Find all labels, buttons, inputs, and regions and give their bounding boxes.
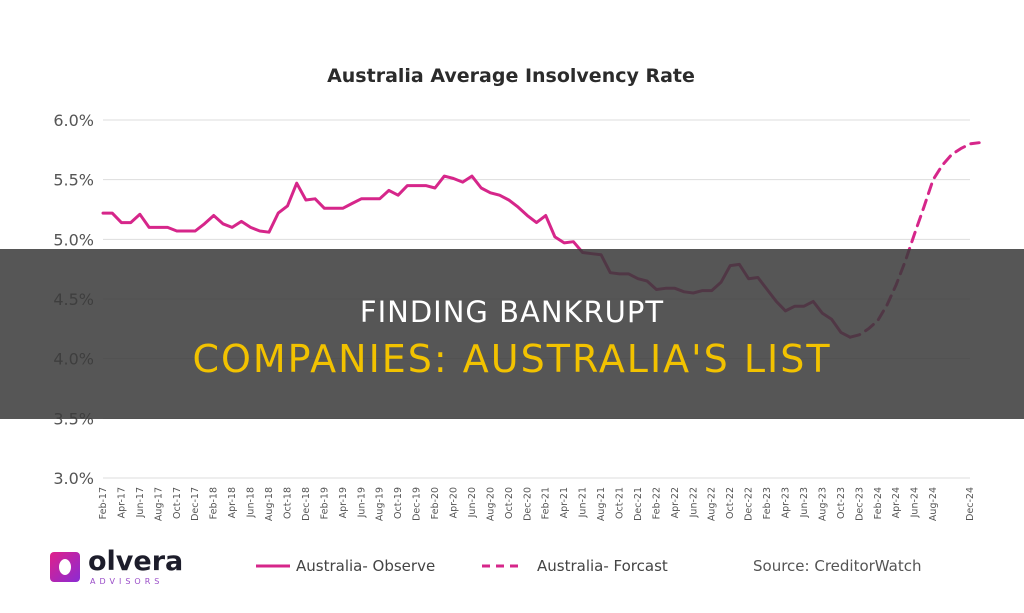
x-tick-label: Feb-19 — [319, 487, 330, 519]
x-tick-label: Feb-18 — [209, 487, 220, 519]
x-tick-label: Apr-21 — [559, 487, 570, 518]
x-tick-label: Dec-19 — [412, 487, 423, 521]
logo-mark-icon — [50, 552, 80, 582]
x-tick-label: Jun-19 — [356, 487, 367, 518]
x-tick-label: Apr-22 — [670, 487, 681, 518]
x-tick-label: Dec-24 — [965, 487, 976, 521]
x-tick-label: Aug-20 — [485, 487, 496, 521]
logo-subtitle: ADVISORS — [90, 577, 164, 586]
x-tick-label: Feb-17 — [98, 487, 109, 519]
x-tick-label: Jun-17 — [135, 487, 146, 518]
x-tick-label: Dec-17 — [190, 487, 201, 521]
olvera-logo: olvera ADVISORS — [50, 546, 210, 586]
x-tick-label: Apr-18 — [227, 487, 238, 518]
x-tick-label: Oct-22 — [725, 487, 736, 519]
x-tick-label: Apr-24 — [891, 487, 902, 518]
x-tick-label: Feb-21 — [541, 487, 552, 519]
title-banner — [0, 249, 1024, 419]
x-tick-label: Oct-17 — [172, 487, 183, 519]
x-tick-label: Apr-17 — [116, 487, 127, 518]
x-tick-label: Oct-21 — [615, 487, 626, 519]
x-tick-label: Dec-21 — [633, 487, 644, 521]
x-tick-label: Aug-17 — [153, 487, 164, 521]
source-note: Source: CreditorWatch — [753, 557, 922, 575]
x-tick-label: Oct-23 — [836, 487, 847, 519]
x-tick-label: Jun-23 — [799, 487, 810, 518]
x-tick-label: Aug-18 — [264, 487, 275, 521]
x-tick-label: Aug-24 — [928, 487, 939, 521]
x-tick-label: Aug-19 — [375, 487, 386, 521]
banner-title-line2: COMPANIES: AUSTRALIA'S LIST — [192, 337, 832, 381]
banner-title-line1: FINDING BANKRUPT — [359, 295, 665, 329]
x-axis-ticks: Feb-17 Apr-17 Jun-17 Aug-17 Oct-17 Dec-17 Feb-… — [98, 487, 976, 521]
y-tick-label: 6.0% — [53, 111, 94, 130]
x-tick-label: Apr-20 — [448, 487, 459, 518]
x-tick-label: Dec-22 — [744, 487, 755, 521]
legend-label-observe: Australia- Observe — [296, 557, 435, 575]
x-tick-label: Dec-18 — [301, 487, 312, 521]
x-tick-label: Jun-24 — [910, 487, 921, 518]
x-tick-label: Apr-23 — [781, 487, 792, 518]
x-tick-label: Feb-20 — [430, 487, 441, 519]
x-tick-label: Feb-24 — [873, 487, 884, 519]
y-tick-label: 3.0% — [53, 469, 94, 488]
chart-title: Australia Average Insolvency Rate — [327, 65, 695, 87]
x-tick-label: Jun-21 — [578, 487, 589, 518]
x-tick-label: Jun-18 — [246, 487, 257, 518]
x-tick-label: Aug-23 — [817, 487, 828, 521]
x-tick-label: Oct-18 — [282, 487, 293, 519]
legend: Australia- Observe Australia- Forcast — [256, 557, 668, 575]
x-tick-label: Jun-20 — [467, 487, 478, 518]
legend-label-forecast: Australia- Forcast — [537, 557, 668, 575]
x-tick-label: Oct-20 — [504, 487, 515, 519]
x-tick-label: Oct-19 — [393, 487, 404, 519]
x-tick-label: Aug-22 — [707, 487, 718, 521]
y-tick-label: 5.5% — [53, 171, 94, 190]
y-tick-label: 5.0% — [53, 230, 94, 249]
logo-name: olvera — [88, 546, 184, 577]
x-tick-label: Feb-22 — [651, 487, 662, 519]
x-tick-label: Feb-23 — [762, 487, 773, 519]
x-tick-label: Apr-19 — [338, 487, 349, 518]
x-tick-label: Aug-21 — [596, 487, 607, 521]
x-tick-label: Dec-23 — [854, 487, 865, 521]
x-tick-label: Dec-20 — [522, 487, 533, 521]
x-tick-label: Jun-22 — [688, 487, 699, 518]
